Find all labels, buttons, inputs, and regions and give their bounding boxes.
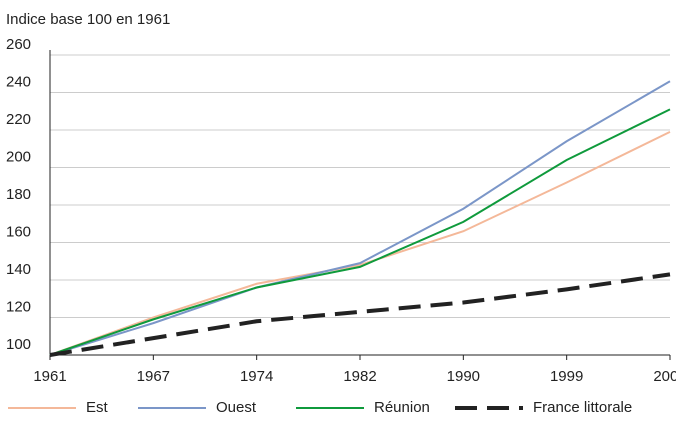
- x-tick-label: 2008: [653, 368, 676, 385]
- x-tick-label: 1999: [550, 368, 583, 385]
- chart-title: Indice base 100 en 1961: [6, 11, 170, 28]
- y-tick-label: 260: [6, 36, 31, 53]
- series-line: [49, 130, 671, 356]
- legend-label: France littorale: [533, 399, 632, 416]
- legend-label: Réunion: [374, 399, 430, 416]
- series-line: [49, 108, 671, 356]
- y-tick-label: 220: [6, 111, 31, 128]
- legend-label: Est: [86, 399, 109, 416]
- x-tick-label: 1974: [240, 368, 273, 385]
- y-tick-label: 120: [6, 298, 31, 315]
- y-tick-label: 180: [6, 186, 31, 203]
- y-tick-label: 240: [6, 73, 31, 90]
- series-line: [49, 80, 671, 356]
- y-tick-label: 100: [6, 336, 31, 353]
- x-tick-label: 1982: [343, 368, 376, 385]
- x-tick-label: 1967: [137, 368, 170, 385]
- x-tick-label: 1990: [447, 368, 480, 385]
- y-tick-label: 160: [6, 223, 31, 240]
- x-tick-label: 1961: [33, 368, 66, 385]
- y-tick-label: 140: [6, 261, 31, 278]
- series-line: [49, 272, 671, 357]
- y-tick-label: 200: [6, 148, 31, 165]
- legend-label: Ouest: [216, 399, 257, 416]
